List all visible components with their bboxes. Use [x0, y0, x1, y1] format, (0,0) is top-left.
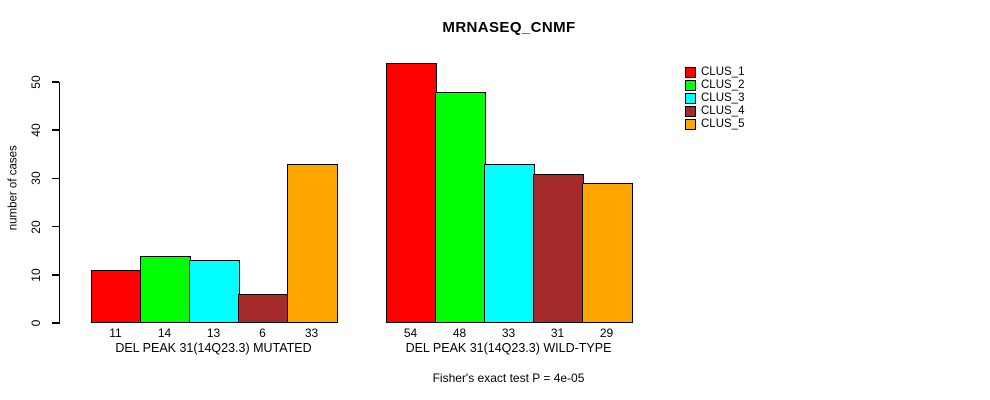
legend-item-clus_4: CLUS_4	[685, 105, 744, 118]
bar-value-label: 29	[599, 326, 614, 340]
bar-value-label: 33	[304, 326, 319, 340]
bar-value-label: 14	[157, 326, 172, 340]
legend-swatch-icon	[685, 67, 696, 78]
legend-item-clus_3: CLUS_3	[685, 92, 744, 105]
legend-label: CLUS_2	[701, 78, 745, 91]
bar-value-label: 33	[501, 326, 516, 340]
legend-swatch-icon	[685, 93, 696, 104]
legend-item-clus_1: CLUS_1	[685, 66, 744, 79]
bar-value-label: 6	[259, 326, 266, 340]
y-axis-tick	[51, 225, 59, 228]
chart-title: MRNASEQ_CNMF	[442, 19, 576, 36]
y-axis-tick-label: 40	[29, 123, 43, 137]
y-axis-label: number of cases	[7, 145, 20, 231]
bar-clus_1-group1	[91, 269, 142, 323]
y-axis-line	[58, 82, 60, 324]
legend-label: CLUS_1	[701, 65, 745, 78]
legend-label: CLUS_5	[701, 117, 745, 130]
y-axis-tick	[51, 274, 59, 276]
bar-value-label: 11	[109, 326, 122, 340]
y-axis-tick-label: 0	[29, 319, 43, 327]
bar-clus_4-group1	[238, 294, 289, 323]
bar-value-label: 13	[206, 326, 221, 340]
bar-value-label: 31	[550, 326, 565, 340]
legend-swatch-icon	[685, 80, 696, 91]
y-axis-tick-label: 10	[29, 268, 43, 282]
annotation-text: Fisher's exact test P = 4e-05	[432, 371, 585, 385]
bar-clus_3-group1	[189, 260, 240, 323]
y-axis-tick-label: 30	[29, 171, 43, 186]
y-axis-tick	[51, 81, 59, 83]
legend-item-clus_5: CLUS_5	[685, 118, 744, 131]
y-axis-tick-label: 50	[29, 75, 43, 89]
bar-clus_4-group2	[533, 173, 584, 323]
bar-clus_2-group1	[140, 255, 191, 323]
y-axis-tick	[51, 177, 59, 180]
y-axis-tick	[51, 129, 59, 131]
legend-label: CLUS_4	[701, 104, 745, 117]
group-label: DEL PEAK 31(14Q23.3) MUTATED	[115, 341, 312, 355]
bar-value-label: 48	[452, 326, 467, 340]
group-label: DEL PEAK 31(14Q23.3) WILD-TYPE	[405, 341, 612, 355]
bar-clus_5-group1	[287, 163, 338, 323]
legend-label: CLUS_3	[701, 91, 745, 104]
bar-value-label: 54	[403, 326, 418, 340]
y-axis-tick-label: 20	[29, 219, 43, 234]
bar-clus_3-group2	[484, 163, 535, 323]
legend-swatch-icon	[685, 106, 696, 117]
legend-swatch-icon	[685, 119, 696, 130]
y-axis-tick	[51, 322, 59, 324]
legend: CLUS_1 CLUS_2 CLUS_3 CLUS_4 CLUS_5	[685, 66, 744, 131]
bar-clus_5-group2	[582, 183, 633, 323]
bar-clus_2-group2	[435, 91, 486, 323]
legend-item-clus_2: CLUS_2	[685, 79, 744, 92]
bar-clus_1-group2	[386, 62, 437, 323]
